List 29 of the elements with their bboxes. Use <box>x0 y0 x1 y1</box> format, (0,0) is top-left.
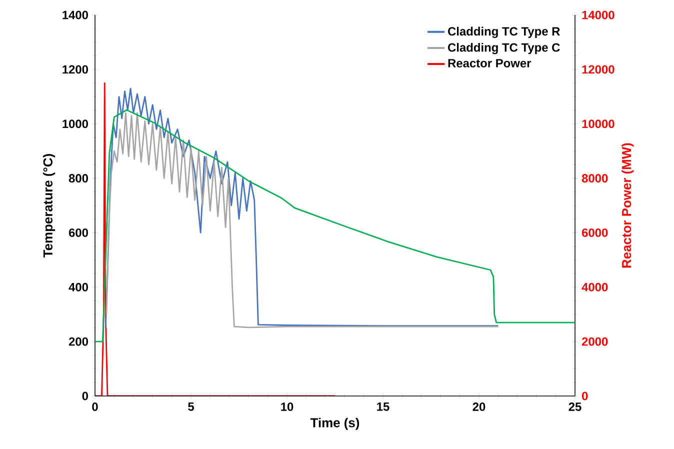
y-tick-label: 1400 <box>62 10 88 20</box>
y-tick-label: 600 <box>68 228 88 237</box>
y2-tick-label: 2000 <box>582 337 608 346</box>
y2-axis-title: Reactor Power (MW) <box>622 143 634 268</box>
y-tick-label: 200 <box>68 337 88 346</box>
y-axis-title: Temperature (°C) <box>42 154 56 258</box>
x-tick-label: 15 <box>377 402 390 411</box>
y-tick-label: 800 <box>68 174 88 183</box>
y2-tick-label: 0 <box>582 392 588 400</box>
x-axis-title: Time (s) <box>310 418 360 430</box>
legend-label: Reactor Power <box>448 59 532 68</box>
y-tick-label: 1200 <box>62 65 88 74</box>
x-tick-label: 25 <box>568 402 582 411</box>
y2-tick-label: 14000 <box>582 10 614 20</box>
y2-tick-label: 6000 <box>582 228 608 237</box>
x-tick-label: 0 <box>92 402 98 411</box>
line-series <box>95 109 576 342</box>
x-tick-label: 10 <box>281 402 294 411</box>
y2-tick-label: 10000 <box>582 120 614 128</box>
x-tick-label: 20 <box>472 402 486 411</box>
legend-label: Cladding TC Type R <box>448 26 560 38</box>
y-tick-label: 0 <box>82 392 88 400</box>
y2-tick-label: 12000 <box>582 65 614 74</box>
y-tick-label: 400 <box>68 282 88 292</box>
y2-tick-label: 8000 <box>582 174 608 183</box>
y-tick-label: 1000 <box>62 120 88 128</box>
legend-label: Cladding TC Type C <box>448 42 560 54</box>
y2-tick-label: 4000 <box>582 282 608 292</box>
x-tick-label: 5 <box>188 402 194 411</box>
